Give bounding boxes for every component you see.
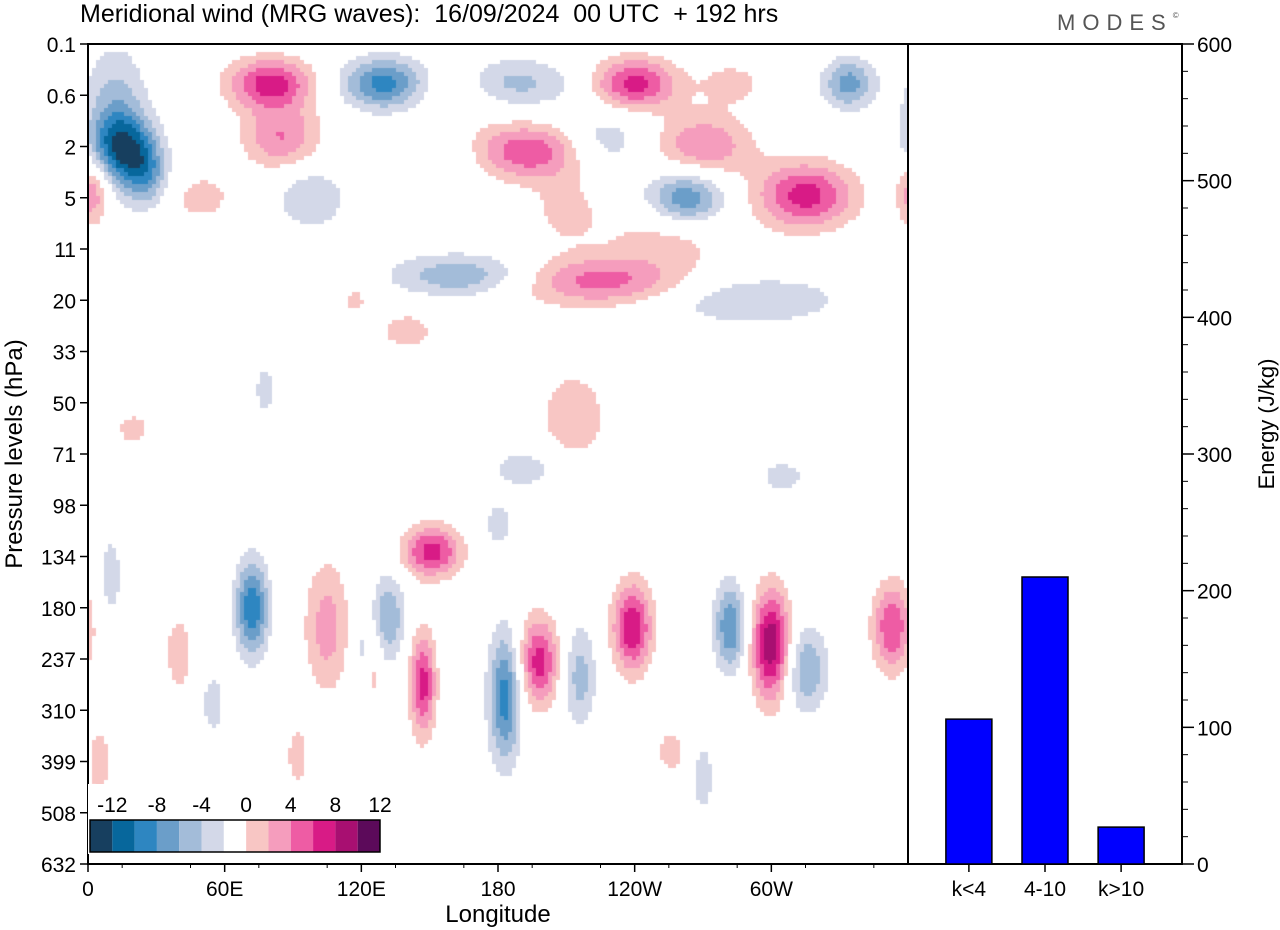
x-tick-label: 120E	[337, 878, 386, 901]
brand-mark: ©	[1172, 10, 1179, 20]
x-tick-label: 60E	[206, 878, 243, 901]
y-tick-label: 98	[53, 495, 76, 518]
y-tick-label: 134	[41, 547, 76, 570]
contour-plot	[88, 44, 908, 864]
colorbar-swatch	[335, 820, 358, 852]
energy-bar	[1021, 576, 1069, 865]
colorbar-swatch	[290, 820, 314, 852]
colorbar-swatch	[90, 820, 113, 852]
bar-category-label: k>10	[1098, 878, 1144, 901]
y-tick-label: 632	[41, 854, 76, 877]
energy-axis-label: Energy (J/kg)	[1254, 359, 1279, 490]
y-tick-label: 0.6	[47, 85, 76, 108]
colorbar-label: -8	[148, 794, 167, 817]
energy-tick-label: 200	[1197, 581, 1232, 604]
colorbar-swatch	[357, 820, 380, 852]
y-axis-label: Pressure levels (hPa)	[1, 339, 28, 568]
y-tick-label: 237	[41, 649, 76, 672]
energy-bars: k<4 4-10 k>10	[945, 576, 1145, 901]
colorbar: -12 -8 -4 0 4 8 12	[88, 784, 392, 854]
wind-contours	[88, 44, 908, 864]
bar-category-label: 4-10	[1024, 878, 1066, 901]
axes: 0.1 0.6 2 5 11 20 33 50 71 98 134 180 237 310 399 508 63…	[1, 34, 1279, 928]
colorbar-label: -12	[97, 794, 127, 817]
y-tick-label: 11	[54, 239, 76, 262]
colorbar-label: 8	[330, 794, 342, 817]
y-tick-label: 20	[53, 290, 76, 313]
y-tick-label: 399	[41, 752, 76, 775]
x-tick-label: 0	[82, 878, 94, 901]
x-tick-label: 120W	[607, 878, 662, 901]
brand-name: MODES	[1057, 10, 1173, 35]
y-tick-label: 71	[53, 444, 76, 467]
energy-tick-label: 400	[1197, 307, 1232, 330]
colorbar-swatch	[268, 820, 291, 852]
colorbar-swatch	[134, 820, 157, 852]
y-tick-label: 5	[64, 188, 76, 211]
y-tick-label: 0.1	[47, 34, 76, 57]
energy-tick-label: 300	[1197, 444, 1232, 467]
bar-category-label: k<4	[952, 878, 987, 901]
colorbar-swatch	[112, 820, 135, 852]
y-tick-label: 310	[41, 700, 76, 723]
colorbar-label: 12	[368, 794, 391, 817]
y-tick-label: 33	[53, 342, 76, 365]
brand-logo: MODES©	[1057, 10, 1179, 36]
colorbar-swatch	[223, 820, 247, 852]
energy-bar	[945, 718, 993, 865]
energy-tick-label: 0	[1197, 854, 1209, 877]
energy-bar	[1097, 826, 1145, 865]
x-axis-label: Longitude	[445, 901, 550, 928]
colorbar-frame	[89, 819, 381, 853]
colorbar-label: 4	[285, 794, 297, 817]
y-tick-label: 50	[53, 393, 76, 416]
colorbar-swatch	[201, 820, 224, 852]
energy-tick-label: 500	[1197, 171, 1232, 194]
y-tick-label: 2	[64, 137, 76, 160]
x-tick-label: 180	[480, 878, 515, 901]
energy-tick-label: 600	[1197, 34, 1232, 57]
chart-title: Meridional wind (MRG waves): 16/09/2024 …	[80, 0, 779, 28]
x-tick-label: 60W	[750, 878, 793, 901]
y-tick-label: 508	[41, 803, 76, 826]
energy-tick-label: 100	[1197, 717, 1232, 740]
colorbar-label: 0	[240, 794, 252, 817]
y-tick-label: 180	[41, 598, 76, 621]
colorbar-label: -4	[192, 794, 211, 817]
colorbar-swatch	[246, 820, 269, 852]
colorbar-swatch	[313, 820, 336, 852]
colorbar-swatch	[156, 820, 180, 852]
colorbar-swatch	[179, 820, 202, 852]
